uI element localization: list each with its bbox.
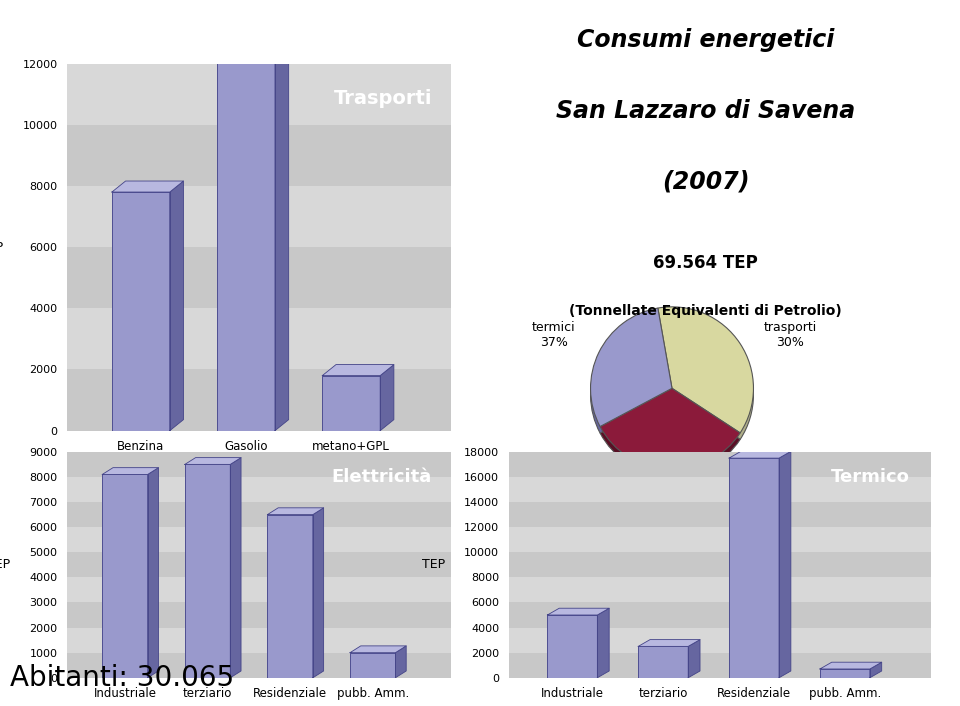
Polygon shape [597, 609, 610, 678]
Polygon shape [350, 652, 396, 678]
Polygon shape [547, 615, 597, 678]
Bar [67, 552, 451, 578]
Polygon shape [323, 376, 380, 431]
Bar [67, 652, 451, 678]
Wedge shape [658, 313, 754, 439]
Text: (2007): (2007) [661, 169, 750, 193]
Bar [509, 578, 931, 602]
Text: Elettricità: Elettricità [332, 467, 432, 486]
Polygon shape [268, 508, 324, 515]
Text: termici
37%: termici 37% [532, 321, 576, 349]
Bar [509, 652, 931, 678]
Polygon shape [638, 647, 688, 678]
Polygon shape [148, 467, 158, 678]
Bar [509, 477, 931, 502]
Polygon shape [217, 37, 289, 48]
Polygon shape [323, 364, 394, 376]
Wedge shape [590, 315, 672, 433]
Polygon shape [185, 457, 241, 465]
Text: Consumi energetici: Consumi energetici [577, 28, 834, 52]
Bar [67, 309, 451, 369]
Polygon shape [103, 467, 158, 474]
Polygon shape [275, 37, 289, 431]
Polygon shape [170, 181, 183, 431]
Bar [67, 578, 451, 602]
Polygon shape [313, 508, 324, 678]
Bar [67, 369, 451, 431]
Polygon shape [688, 640, 700, 678]
Y-axis label: TEP: TEP [0, 241, 3, 253]
Bar [67, 64, 451, 125]
Polygon shape [112, 192, 170, 431]
Wedge shape [600, 388, 740, 469]
Wedge shape [590, 308, 672, 426]
Polygon shape [547, 609, 610, 615]
Polygon shape [230, 457, 241, 678]
Text: 69.564 TEP: 69.564 TEP [653, 254, 758, 272]
Bar [67, 602, 451, 628]
Polygon shape [729, 451, 791, 458]
Bar [509, 628, 931, 652]
Bar [67, 527, 451, 552]
Bar [67, 125, 451, 186]
Polygon shape [217, 48, 275, 431]
Text: Termico: Termico [831, 467, 910, 486]
Text: trasporti
30%: trasporti 30% [763, 321, 817, 349]
Bar [509, 527, 931, 552]
Polygon shape [638, 640, 700, 647]
Polygon shape [103, 474, 148, 678]
Bar [509, 552, 931, 578]
Polygon shape [729, 458, 780, 678]
Polygon shape [780, 451, 791, 678]
Wedge shape [658, 307, 754, 433]
Polygon shape [112, 181, 183, 192]
Y-axis label: TEP: TEP [421, 558, 444, 571]
Polygon shape [268, 515, 313, 678]
Text: elettrico
33%: elettrico 33% [670, 468, 723, 496]
Bar [67, 477, 451, 502]
Polygon shape [870, 662, 881, 678]
Bar [67, 247, 451, 309]
Bar [509, 602, 931, 628]
Bar [67, 628, 451, 652]
Text: Abitanti: 30.065: Abitanti: 30.065 [10, 664, 233, 692]
Bar [509, 502, 931, 527]
Bar [67, 186, 451, 247]
Polygon shape [396, 646, 406, 678]
Text: Trasporti: Trasporti [333, 89, 432, 108]
Bar [509, 452, 931, 477]
Bar [67, 502, 451, 527]
Polygon shape [185, 465, 230, 678]
Text: San Lazzaro di Savena: San Lazzaro di Savena [556, 99, 855, 123]
Y-axis label: TEP: TEP [0, 558, 11, 571]
Polygon shape [820, 662, 881, 669]
Text: (Tonnellate Equivalenti di Petrolio): (Tonnellate Equivalenti di Petrolio) [569, 304, 842, 318]
Bar [67, 452, 451, 477]
Polygon shape [820, 669, 870, 678]
Wedge shape [600, 395, 740, 477]
Polygon shape [380, 364, 394, 431]
Polygon shape [350, 646, 406, 652]
